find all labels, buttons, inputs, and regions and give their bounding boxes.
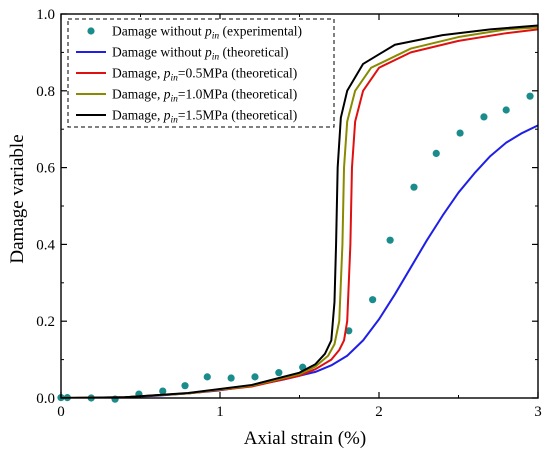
- series-line-4: [61, 24, 538, 398]
- y-tick-label: 0.2: [36, 314, 55, 330]
- legend-label: Damage, pin=1.5MPa (theoretical): [112, 108, 297, 126]
- data-point: [203, 373, 211, 381]
- data-point: [369, 296, 377, 304]
- x-tick-label: 1: [216, 404, 224, 420]
- data-point: [410, 183, 418, 191]
- legend-label: Damage, pin=1.0MPa (theoretical): [112, 87, 297, 105]
- data-point: [502, 106, 510, 114]
- data-point: [432, 149, 440, 157]
- data-point: [456, 129, 464, 137]
- series-line-1: [61, 124, 538, 398]
- x-axis-label: Axial strain (%): [244, 428, 366, 449]
- legend-label: Damage without pin (experimental): [112, 24, 302, 42]
- legend-swatch-marker: [87, 27, 95, 35]
- x-tick-label: 0: [57, 404, 65, 420]
- x-tick-label: 3: [534, 404, 542, 420]
- data-point: [227, 374, 235, 382]
- data-point: [251, 373, 259, 381]
- legend-box: [67, 18, 335, 128]
- y-tick-label: 0.0: [36, 391, 55, 407]
- data-point: [480, 113, 488, 121]
- x-tick-label: 2: [375, 404, 383, 420]
- y-tick-label: 0.8: [36, 84, 55, 100]
- series-layer: [57, 24, 538, 403]
- data-point: [181, 382, 189, 390]
- y-tick-label: 0.6: [36, 161, 55, 177]
- y-tick-label: 0.4: [36, 237, 55, 253]
- y-tick-label: 1.0: [36, 7, 55, 23]
- y-axis-label: Damage variable: [7, 134, 28, 263]
- legend-label: Damage, pin=0.5MPa (theoretical): [112, 66, 297, 84]
- data-point: [526, 92, 534, 100]
- data-point: [386, 236, 394, 244]
- legend-label: Damage without pin (theoretical): [112, 45, 288, 63]
- legend: Damage without pin (experimental) Damage …: [67, 18, 335, 128]
- data-point: [345, 327, 353, 335]
- data-point: [275, 369, 283, 377]
- data-point: [159, 387, 167, 395]
- axes-layer: 0 1 2 3 0.0 0.2 0.4 0.6 0.8 1.0: [36, 7, 542, 420]
